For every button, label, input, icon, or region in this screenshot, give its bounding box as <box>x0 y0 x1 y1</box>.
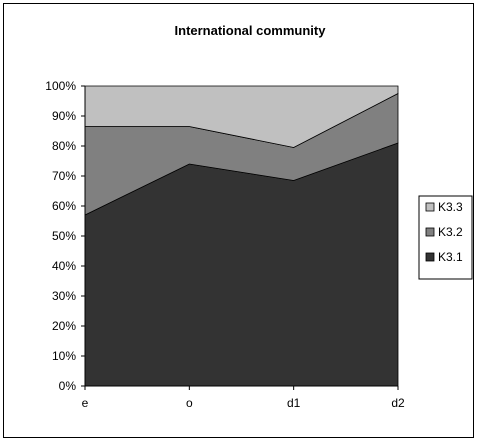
y-tick-label: 30% <box>52 289 76 303</box>
legend-swatch <box>425 227 435 237</box>
legend-swatch <box>425 202 435 212</box>
y-tick-label: 20% <box>52 319 76 333</box>
x-tick-label: d1 <box>287 396 301 410</box>
y-tick-label: 0% <box>59 379 77 393</box>
x-tick-label: e <box>82 396 89 410</box>
legend-label: K3.2 <box>438 225 463 239</box>
y-tick-label: 10% <box>52 349 76 363</box>
y-tick-label: 80% <box>52 139 76 153</box>
x-tick-label: d2 <box>391 396 405 410</box>
x-tick-label: o <box>186 396 193 410</box>
axes: 0% 10% 20% 30% 40% 50% 60% 70% 80% 90% 100% e o d1 d2 <box>45 79 405 410</box>
legend: K3.3 K3.2 K3.1 <box>418 195 473 280</box>
legend-swatch <box>425 252 435 262</box>
legend-label: K3.1 <box>438 250 463 264</box>
chart-title: International community <box>175 23 327 38</box>
y-tick-label: 90% <box>52 109 76 123</box>
legend-label: K3.3 <box>438 200 463 214</box>
y-tick-label: 40% <box>52 259 76 273</box>
y-tick-label: 50% <box>52 229 76 243</box>
y-tick-label: 70% <box>52 169 76 183</box>
plot-areas <box>84 85 399 387</box>
y-tick-label: 100% <box>45 79 76 93</box>
area-k3-3 <box>84 85 399 148</box>
y-tick-label: 60% <box>52 199 76 213</box>
